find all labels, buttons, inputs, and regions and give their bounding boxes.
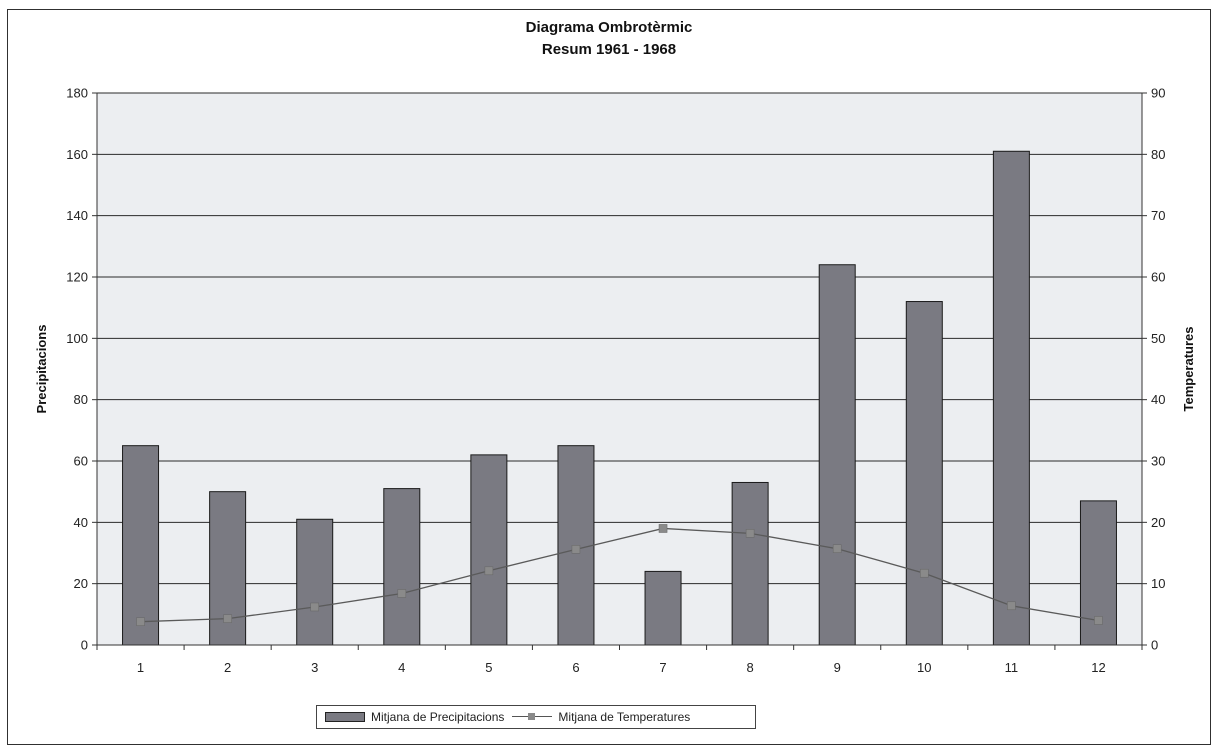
y-tick-label-right: 40	[1151, 392, 1165, 407]
y-tick-label-left: 60	[74, 454, 88, 469]
temperature-point	[832, 544, 842, 554]
y-tick-label-right: 60	[1151, 270, 1165, 285]
temperature-point	[919, 568, 929, 578]
x-tick-label: 1	[137, 660, 144, 675]
x-tick-label: 2	[224, 660, 231, 675]
precipitation-bar	[296, 518, 334, 646]
chart-subtitle: Resum 1961 - 1968	[541, 41, 677, 58]
y-tick-label-right: 20	[1151, 515, 1165, 530]
precipitation-bar	[383, 488, 421, 646]
temperature-line-path	[140, 527, 1099, 623]
x-tick-label: 5	[485, 660, 492, 675]
y-axis-title-left: Precipitacions	[34, 325, 49, 414]
precipitation-bar	[992, 150, 1030, 646]
y-tick-label-right: 30	[1151, 454, 1165, 469]
y-tick-label-left: 160	[66, 147, 88, 162]
temperature-point	[571, 545, 581, 554]
plot-area	[96, 92, 1143, 646]
temperature-point	[223, 614, 232, 623]
x-tick-label: 7	[659, 660, 666, 675]
temperature-line	[136, 524, 1103, 626]
temperature-point	[484, 566, 494, 576]
y-tick-label-left: 120	[66, 270, 88, 285]
y-tick-label-right: 50	[1151, 331, 1165, 346]
y-axis-title-right: Temperatures	[1181, 326, 1196, 411]
y-tick-label-left: 140	[66, 208, 88, 223]
temperature-point	[136, 617, 145, 626]
y-tick-label-right: 80	[1151, 147, 1165, 162]
legend-precipitation-label: Mitjana de Precipitacions	[371, 710, 505, 724]
temperature-point	[1007, 601, 1016, 611]
temperature-point	[310, 602, 320, 612]
temperature-point	[658, 524, 668, 533]
legend: Mitjana de Precipitacions Mitjana de Tem…	[316, 705, 756, 729]
x-tick-label: 4	[398, 660, 405, 675]
x-tick-label: 6	[572, 660, 579, 675]
x-tick-label: 12	[1091, 660, 1105, 675]
y-tick-label-right: 10	[1151, 576, 1165, 591]
y-tick-label-left: 80	[74, 392, 88, 407]
legend-temperature-label: Mitjana de Temperatures	[558, 710, 691, 724]
x-tick-label: 9	[834, 660, 841, 675]
chart-title: Diagrama Ombrotèrmic	[525, 19, 693, 36]
precipitation-bar	[644, 570, 682, 646]
y-tick-label-left: 40	[74, 515, 88, 530]
legend-temperature-swatch	[512, 711, 553, 723]
x-tick-label: 8	[747, 660, 754, 675]
precipitation-bar	[818, 264, 856, 646]
x-tick-label: 3	[311, 660, 318, 675]
x-tick-label: 11	[1005, 660, 1019, 675]
precipitation-bar	[122, 445, 160, 646]
temperature-point	[397, 589, 407, 598]
precipitation-bar	[905, 301, 943, 646]
temperature-point	[1094, 616, 1103, 625]
axes: 0204060801001201401601800102030405060708…	[66, 86, 1165, 676]
y-tick-label-left: 180	[66, 86, 88, 101]
grid-lines	[97, 92, 1142, 646]
x-tick-label: 10	[917, 660, 931, 675]
y-tick-label-right: 0	[1151, 638, 1158, 653]
y-tick-label-left: 20	[74, 576, 88, 591]
y-tick-label-right: 90	[1151, 86, 1165, 101]
precipitation-bar	[470, 454, 508, 646]
y-tick-label-right: 70	[1151, 208, 1165, 223]
y-tick-label-left: 100	[66, 331, 88, 346]
temperature-point	[745, 529, 755, 538]
y-tick-label-left: 0	[81, 638, 88, 653]
precipitation-bar	[731, 481, 769, 646]
legend-precipitation-swatch	[325, 712, 365, 722]
